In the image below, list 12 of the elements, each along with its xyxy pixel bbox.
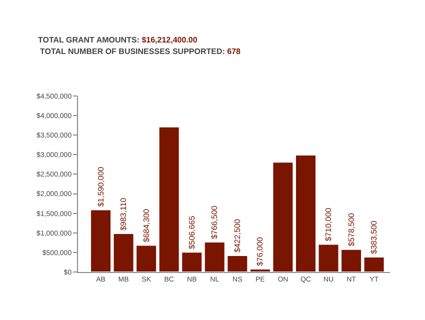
data-label: $766,500	[210, 205, 220, 240]
data-label: $76,000	[256, 236, 265, 266]
chart-subtitle: TOTAL NUMBER OF BUSINESSES SUPPORTED: 678	[40, 47, 242, 56]
data-label: $506,665	[187, 215, 196, 250]
data-label: $983,110	[119, 197, 128, 231]
chart-title: TOTAL GRANT AMOUNTS: $16,212,400.00	[38, 36, 198, 45]
data-label: $383,500	[370, 220, 379, 254]
data-label: $1,590,000	[96, 166, 106, 207]
data-label: $422,500	[232, 218, 242, 252]
data-label: $710,000	[324, 207, 334, 242]
data-label: $578,500	[346, 212, 356, 246]
data-label: $684,300	[142, 208, 151, 242]
